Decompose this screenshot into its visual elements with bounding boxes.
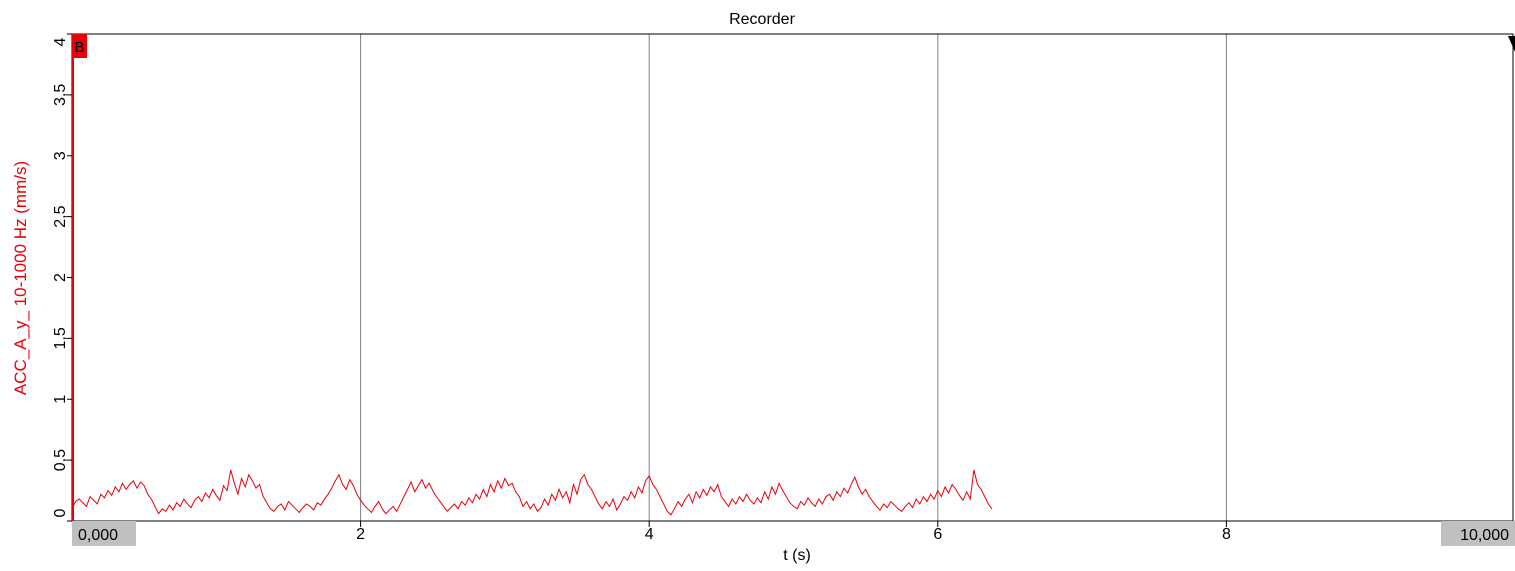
x-axis-label: t (s) — [783, 547, 811, 564]
cursor-b-badge[interactable] — [72, 34, 87, 58]
x-ticks: 2 4 6 8 — [356, 521, 1231, 543]
y-tick-label-7: 3,5 — [52, 84, 69, 106]
arrow-icon[interactable] — [1508, 36, 1515, 52]
x-tick-label-1: 4 — [645, 526, 654, 543]
grid — [360, 34, 1227, 521]
y-axis-label: ACC_A_y_ 10-1000 Hz (mm/s) — [11, 161, 30, 395]
y-ticks: 0 0,5 1 1,5 2 2,5 3 3,5 4 — [52, 33, 72, 522]
x-start-label: 0,000 — [78, 527, 118, 544]
x-tick-label-0: 2 — [356, 526, 365, 543]
y-tick-label-8: 4 — [52, 37, 69, 46]
y-tick-label-5: 2,5 — [52, 205, 69, 227]
y-tick-label-1: 0,5 — [52, 449, 69, 471]
x-tick-label-3: 8 — [1222, 526, 1231, 543]
series-line — [71, 469, 993, 516]
x-tick-label-2: 6 — [933, 526, 942, 543]
x-start-badge — [72, 521, 136, 546]
y-tick-label-3: 1,5 — [52, 327, 69, 349]
y-tick-label-2: 1 — [52, 395, 69, 404]
x-end-badge — [1441, 521, 1515, 546]
plot-frame — [71, 33, 1514, 522]
y-tick-label-0: 0 — [52, 508, 69, 517]
chart-title: Recorder — [729, 11, 795, 28]
y-tick-label-4: 2 — [52, 273, 69, 282]
y-tick-label-6: 3 — [52, 151, 69, 160]
cursor-b-label: B — [74, 39, 84, 56]
x-end-label: 10,000 — [1460, 527, 1509, 544]
